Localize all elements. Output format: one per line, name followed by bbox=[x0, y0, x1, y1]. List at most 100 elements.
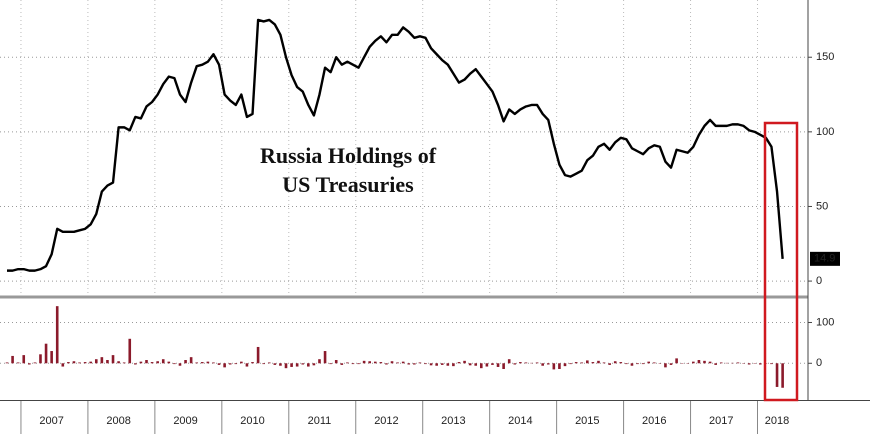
bar bbox=[324, 351, 327, 363]
bar bbox=[140, 362, 143, 364]
x-tick-label: 2011 bbox=[308, 415, 332, 427]
bar bbox=[469, 363, 472, 365]
bar bbox=[614, 361, 617, 363]
bar bbox=[73, 361, 76, 363]
bar bbox=[419, 362, 422, 363]
x-tick-label: 2017 bbox=[709, 415, 733, 427]
x-tick-label: 2013 bbox=[441, 415, 465, 427]
bar bbox=[474, 363, 477, 365]
bar bbox=[497, 363, 500, 367]
y-tick-label: 150 bbox=[816, 51, 834, 63]
bar bbox=[50, 351, 53, 363]
bar bbox=[458, 362, 461, 363]
bar bbox=[720, 362, 723, 363]
bar bbox=[262, 363, 265, 364]
bar bbox=[380, 362, 383, 363]
bar bbox=[212, 362, 215, 363]
bar bbox=[363, 361, 366, 363]
bar bbox=[39, 354, 42, 363]
bar bbox=[352, 363, 355, 364]
x-tick-label: 2009 bbox=[173, 415, 197, 427]
x-tick-label: 2007 bbox=[39, 415, 63, 427]
bar bbox=[558, 363, 561, 369]
bar bbox=[329, 363, 332, 364]
bar bbox=[95, 359, 98, 363]
bar bbox=[290, 363, 293, 367]
bar bbox=[447, 363, 450, 365]
chart-title: US Treasuries bbox=[282, 172, 414, 197]
bar bbox=[106, 360, 109, 363]
bar bbox=[246, 363, 249, 366]
bar bbox=[675, 358, 678, 363]
bar bbox=[151, 362, 154, 363]
bar bbox=[586, 360, 589, 363]
bar bbox=[318, 359, 321, 363]
bar bbox=[17, 362, 20, 363]
bar bbox=[218, 363, 221, 365]
x-tick-label: 2010 bbox=[240, 415, 264, 427]
bar bbox=[502, 363, 505, 369]
bar bbox=[101, 357, 104, 363]
bar bbox=[413, 363, 416, 364]
bar bbox=[770, 363, 773, 364]
y-tick-label: 100 bbox=[816, 316, 834, 328]
y-tick-label: 0 bbox=[816, 357, 822, 369]
y-tick-label: 50 bbox=[816, 200, 828, 212]
bar bbox=[748, 363, 751, 364]
bar bbox=[274, 363, 277, 365]
bar bbox=[631, 363, 634, 365]
bar bbox=[525, 362, 528, 363]
bar bbox=[229, 363, 232, 364]
bar bbox=[62, 363, 65, 366]
bar bbox=[89, 362, 92, 364]
bar bbox=[396, 362, 399, 363]
bar bbox=[190, 357, 193, 363]
bar bbox=[313, 363, 316, 365]
bar bbox=[564, 363, 567, 366]
bar bbox=[737, 362, 740, 363]
bar bbox=[162, 359, 165, 363]
bar bbox=[123, 362, 126, 363]
bar bbox=[307, 363, 310, 366]
bar bbox=[168, 362, 171, 364]
bar bbox=[34, 362, 37, 363]
bar bbox=[84, 362, 87, 363]
bar bbox=[759, 363, 762, 364]
bar bbox=[620, 362, 623, 363]
bar bbox=[776, 363, 779, 387]
bar bbox=[335, 360, 338, 363]
bar bbox=[179, 363, 182, 365]
bar bbox=[128, 339, 131, 363]
last-value-label: 14.9 bbox=[814, 253, 835, 265]
bar bbox=[424, 363, 427, 364]
bar bbox=[575, 362, 578, 363]
bar bbox=[463, 361, 466, 363]
bar bbox=[257, 347, 260, 363]
bar bbox=[435, 363, 438, 365]
chart-title: Russia Holdings of bbox=[260, 143, 437, 168]
bar bbox=[452, 363, 455, 366]
bar bbox=[642, 363, 645, 364]
bar bbox=[592, 362, 595, 363]
bar bbox=[486, 363, 489, 366]
bar bbox=[653, 362, 656, 363]
bar bbox=[430, 363, 433, 365]
bar bbox=[608, 363, 611, 365]
bar bbox=[385, 363, 388, 364]
bar bbox=[56, 306, 59, 363]
bar bbox=[285, 363, 288, 368]
bar bbox=[402, 362, 405, 364]
bar bbox=[692, 362, 695, 364]
bar bbox=[698, 360, 701, 363]
bar bbox=[597, 361, 600, 363]
bar bbox=[184, 360, 187, 363]
bar bbox=[22, 355, 25, 363]
bar bbox=[145, 360, 148, 363]
bar bbox=[6, 362, 9, 363]
bar bbox=[670, 363, 673, 365]
bar bbox=[508, 359, 511, 363]
x-tick-label: 2008 bbox=[106, 415, 130, 427]
x-tick-label: 2012 bbox=[374, 415, 398, 427]
bar bbox=[301, 363, 304, 364]
